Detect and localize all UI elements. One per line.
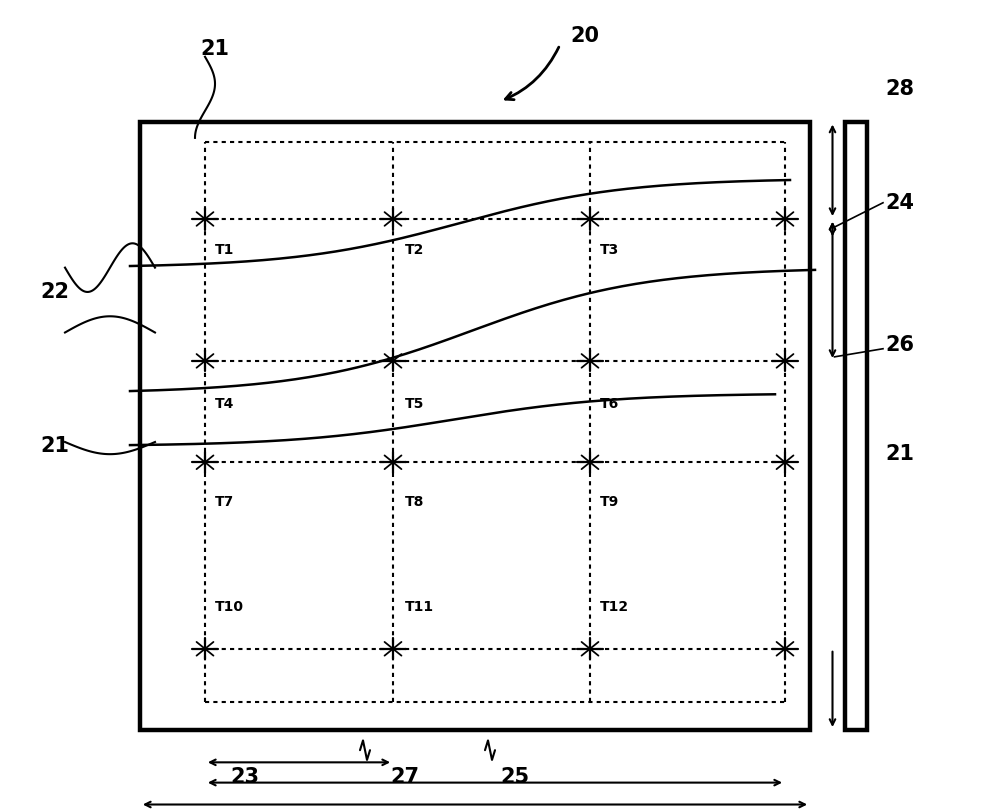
Text: T3: T3 [600, 243, 619, 257]
Text: T9: T9 [600, 495, 619, 508]
Bar [845, 122, 867, 730]
Text: T2: T2 [405, 243, 424, 257]
Text: T5: T5 [405, 397, 424, 411]
Text: T12: T12 [600, 600, 629, 614]
Text: 23: 23 [230, 767, 259, 787]
Text: 26: 26 [885, 335, 914, 354]
Text: T7: T7 [215, 495, 234, 508]
Text: 22: 22 [40, 282, 69, 302]
Text: 28: 28 [885, 79, 914, 99]
Text: T1: T1 [215, 243, 234, 257]
Text: 27: 27 [390, 767, 419, 787]
Text: T10: T10 [215, 600, 244, 614]
Text: 25: 25 [500, 767, 529, 787]
Text: 21: 21 [200, 39, 229, 58]
Text: T11: T11 [405, 600, 434, 614]
Text: 21: 21 [885, 444, 914, 464]
Text: T6: T6 [600, 397, 619, 411]
Text: T8: T8 [405, 495, 424, 508]
Text: 20: 20 [570, 27, 599, 46]
Text: 24: 24 [885, 193, 914, 212]
Text: T4: T4 [215, 397, 234, 411]
Bar [140, 122, 810, 730]
Text: 21: 21 [40, 436, 69, 456]
